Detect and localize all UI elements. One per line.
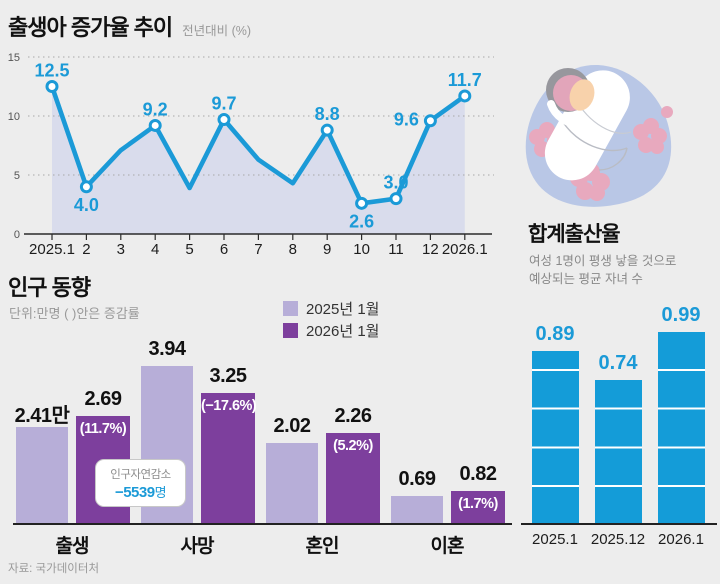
bar-2026-1 <box>201 393 255 524</box>
legend-item-2026: 2026년 1월 <box>283 319 379 341</box>
bar-2025-3 <box>391 496 443 524</box>
callout-label: 인구자연감소 <box>110 468 171 481</box>
value-label: 9.7 <box>211 94 236 114</box>
fertility-value: 0.74 <box>598 352 638 375</box>
fertility-bar-2025.12 <box>594 380 642 524</box>
population-title: 인구 동향 <box>8 275 91 300</box>
x-tick-label: 11 <box>388 241 404 258</box>
value-label: 3.0 <box>383 173 408 193</box>
value-label: 9.2 <box>143 99 168 119</box>
legend-swatch-2025 <box>283 300 298 316</box>
category-label: 출생 <box>55 536 90 557</box>
value-label: 9.6 <box>394 110 419 130</box>
fertility-bar-2025.1 <box>531 351 579 524</box>
x-tick-label: 5 <box>185 241 193 258</box>
value-label: 11.7 <box>448 70 482 90</box>
data-point-marker <box>320 123 334 137</box>
line-chart-subtitle: 전년대비 (%) <box>182 24 252 38</box>
data-point-marker <box>217 113 231 127</box>
legend-swatch-2026 <box>283 322 298 338</box>
bar-2026-3 <box>451 491 505 524</box>
birth-growth-line-chart: 0 5 10 15 2025.1 2 3 4 5 6 7 8 9 10 11 12 2026.1 12.5 4.0 9… <box>8 52 494 258</box>
fertility-title: 합계출산율 <box>528 223 621 246</box>
fertility-x-label: 2025.12 <box>590 531 646 548</box>
category-label: 사망 <box>180 536 215 557</box>
bar-pct-label: (−17.6%) <box>201 398 257 415</box>
x-tick-label: 2026.1 <box>442 241 488 258</box>
bar-value-2025: 3.94 <box>148 337 186 360</box>
x-tick-label: 4 <box>151 241 159 258</box>
x-tick-label: 3 <box>117 241 125 258</box>
legend-label-2025: 2025년 1월 <box>306 300 380 318</box>
bar-value-2026: 2.69 <box>84 387 122 410</box>
category-label: 혼인 <box>305 536 340 557</box>
x-tick-label: 10 <box>353 241 370 258</box>
bar-value-2026: 0.82 <box>459 463 497 486</box>
data-point-marker <box>148 118 162 132</box>
line-chart-header: 출생아 증가율 추이 전년대비 (%) <box>8 10 251 42</box>
population-subtitle: 단위:만명 ( )안은 증감률 <box>9 306 140 321</box>
x-tick-label: 7 <box>254 241 262 258</box>
natural-decrease-callout: 인구자연감소 −5539명 <box>95 459 186 507</box>
population-axis <box>13 523 512 525</box>
bar-value-2026: 2.26 <box>334 405 372 428</box>
data-point-marker <box>79 180 93 194</box>
value-label: 4.0 <box>74 195 99 215</box>
y-tick-label: 0 <box>14 229 20 241</box>
fertility-axis <box>521 523 717 525</box>
callout-value: −5539명 <box>114 483 167 501</box>
bar-pct-label: (1.7%) <box>458 496 498 513</box>
fertility-subtitle-line2: 예상되는 평균 자녀 수 <box>529 272 643 287</box>
fertility-value: 0.99 <box>661 303 701 326</box>
fertility-value: 0.89 <box>535 323 575 346</box>
data-point-marker <box>458 89 472 103</box>
fertility-x-label: 2026.1 <box>658 531 704 548</box>
source-note: 자료: 국가데이터처 <box>8 563 100 575</box>
x-tick-label: 2025.1 <box>29 241 75 258</box>
legend: 2025년 1월 2026년 1월 <box>283 297 379 341</box>
bar-pct-label: (5.2%) <box>333 438 373 455</box>
bar-value-2025: 0.69 <box>398 468 436 491</box>
value-label: 12.5 <box>34 61 69 81</box>
data-point-marker <box>389 192 403 206</box>
bar-value-2026: 3.25 <box>209 365 247 388</box>
x-tick-label: 8 <box>289 241 297 258</box>
data-point-marker <box>45 80 59 93</box>
bar-2026-2 <box>326 433 380 524</box>
fertility-bar-2026.1 <box>657 331 705 524</box>
bar-2025-0 <box>16 427 68 524</box>
category-label: 이혼 <box>430 536 465 557</box>
line-chart-title: 출생아 증가율 추이 <box>8 15 173 40</box>
bar-pct-label: (11.7%) <box>79 420 127 437</box>
y-tick-label: 10 <box>8 111 20 123</box>
y-tick-label: 5 <box>14 170 20 182</box>
swaddled-baby-icon <box>525 65 673 207</box>
bar-value-2025: 2.02 <box>273 414 311 437</box>
legend-item-2025: 2025년 1월 <box>283 297 379 319</box>
x-tick-label: 12 <box>422 241 439 258</box>
bar-2025-2 <box>266 442 318 524</box>
x-tick-label: 2 <box>82 241 90 258</box>
y-tick-label: 15 <box>8 52 20 64</box>
legend-label-2026: 2026년 1월 <box>306 322 380 340</box>
fertility-subtitle: 여성 1명이 평생 낳을 것으로 예상되는 평균 자녀 수 <box>529 252 676 288</box>
value-label: 8.8 <box>315 104 340 124</box>
x-tick-label: 6 <box>220 241 228 258</box>
fertility-subtitle-line1: 여성 1명이 평생 낳을 것으로 <box>529 254 677 268</box>
data-point-marker <box>423 114 437 128</box>
fertility-x-label: 2025.1 <box>532 531 578 548</box>
bar-value-2025: 2.41만 <box>14 405 70 428</box>
x-tick-label: 9 <box>323 241 331 258</box>
value-label: 2.6 <box>349 211 374 231</box>
data-point-marker <box>355 196 369 210</box>
